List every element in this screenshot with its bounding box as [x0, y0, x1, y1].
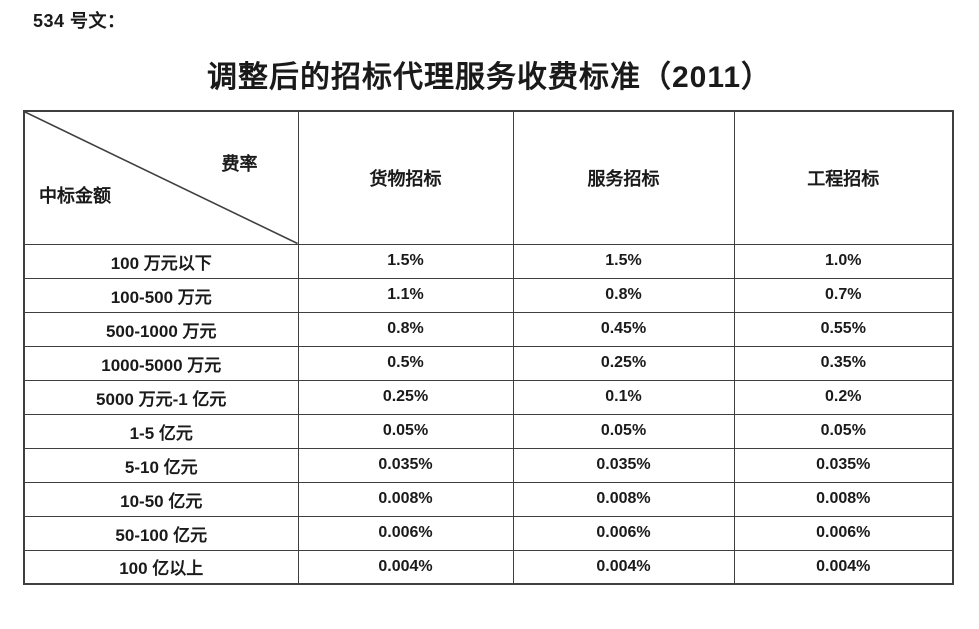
rate-cell: 0.35% — [733, 345, 954, 381]
table-row: 5000 万元-1 亿元 0.25% 0.1% 0.2% — [23, 379, 954, 415]
rate-cell: 0.006% — [512, 515, 735, 551]
rate-cell: 0.8% — [297, 311, 514, 347]
table-row: 50-100 亿元 0.006% 0.006% 0.006% — [23, 515, 954, 551]
fee-rate-table: 费率 中标金额 货物招标 服务招标 工程招标 100 万元以下 1.5% 1.5% 1… — [23, 110, 954, 585]
rate-cell: 0.008% — [297, 481, 514, 517]
column-header-services: 服务招标 — [512, 110, 735, 245]
rate-cell: 0.55% — [733, 311, 954, 347]
rate-cell: 1.0% — [733, 243, 954, 279]
amount-cell: 100 万元以下 — [23, 243, 299, 279]
rate-cell: 0.035% — [512, 447, 735, 483]
amount-cell: 100-500 万元 — [23, 277, 299, 313]
rate-cell: 0.006% — [297, 515, 514, 551]
amount-cell: 1000-5000 万元 — [23, 345, 299, 381]
corner-label-amount: 中标金额 — [39, 185, 111, 206]
table-header: 费率 中标金额 货物招标 服务招标 工程招标 — [23, 110, 954, 245]
rate-cell: 0.5% — [297, 345, 514, 381]
rate-cell: 0.25% — [297, 379, 514, 415]
amount-cell: 1-5 亿元 — [23, 413, 299, 449]
table-row: 100-500 万元 1.1% 0.8% 0.7% — [23, 277, 954, 313]
rate-cell: 0.45% — [512, 311, 735, 347]
amount-cell: 10-50 亿元 — [23, 481, 299, 517]
doc-number-label: 534 号文： — [33, 11, 126, 31]
table-row: 10-50 亿元 0.008% 0.008% 0.008% — [23, 481, 954, 517]
amount-cell: 500-1000 万元 — [23, 311, 299, 347]
rate-cell: 0.05% — [733, 413, 954, 449]
rate-cell: 0.008% — [512, 481, 735, 517]
rate-cell: 0.004% — [297, 549, 514, 585]
rate-cell: 0.006% — [733, 515, 954, 551]
corner-label-rate: 费率 — [221, 154, 258, 174]
table-row: 1-5 亿元 0.05% 0.05% 0.05% — [23, 413, 954, 449]
rate-cell: 1.5% — [512, 243, 735, 279]
amount-cell: 5-10 亿元 — [23, 447, 299, 483]
rate-cell: 0.8% — [512, 277, 735, 313]
rate-cell: 0.7% — [733, 277, 954, 313]
amount-cell: 50-100 亿元 — [23, 515, 299, 551]
rate-cell: 1.1% — [297, 277, 514, 313]
table-row: 1000-5000 万元 0.5% 0.25% 0.35% — [23, 345, 954, 381]
table-row: 5-10 亿元 0.035% 0.035% 0.035% — [23, 447, 954, 483]
rate-cell: 0.05% — [512, 413, 735, 449]
header-row: 费率 中标金额 货物招标 服务招标 工程招标 — [23, 110, 954, 245]
page-title: 调整后的招标代理服务收费标准（2011） — [206, 61, 773, 94]
diagonal-line — [25, 112, 298, 244]
diagonal-header-cell: 费率 中标金额 — [23, 110, 299, 245]
rate-cell: 0.25% — [512, 345, 735, 381]
rate-cell: 0.035% — [733, 447, 954, 483]
column-header-goods: 货物招标 — [297, 110, 514, 245]
rate-cell: 0.004% — [512, 549, 735, 585]
rate-cell: 0.035% — [297, 447, 514, 483]
rate-cell: 0.008% — [733, 481, 954, 517]
column-header-engineering: 工程招标 — [733, 110, 954, 245]
rate-cell: 0.05% — [297, 413, 514, 449]
amount-cell: 100 亿以上 — [23, 549, 299, 585]
table-row: 100 亿以上 0.004% 0.004% 0.004% — [23, 549, 954, 585]
fee-table-body: 100 万元以下 1.5% 1.5% 1.0% 100-500 万元 1.1% 0.8% 0.… — [23, 243, 954, 585]
rate-cell: 1.5% — [297, 243, 514, 279]
amount-cell: 5000 万元-1 亿元 — [23, 379, 299, 415]
table-row: 100 万元以下 1.5% 1.5% 1.0% — [23, 243, 954, 279]
rate-cell: 0.1% — [512, 379, 735, 415]
rate-cell: 0.004% — [733, 549, 954, 585]
rate-cell: 0.2% — [733, 379, 954, 415]
table-row: 500-1000 万元 0.8% 0.45% 0.55% — [23, 311, 954, 347]
